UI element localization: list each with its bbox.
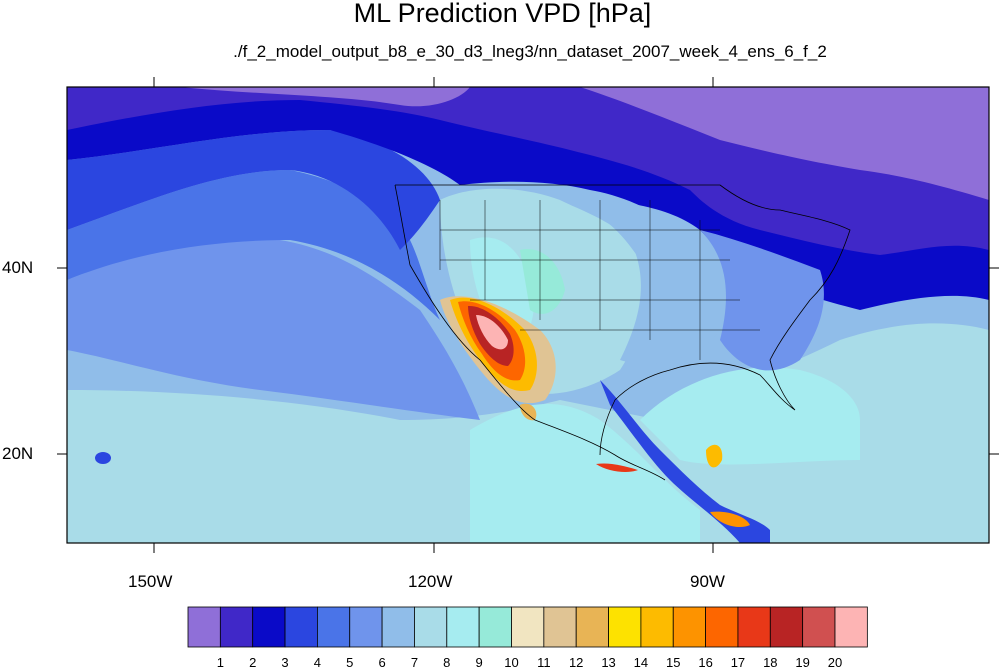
colorbar-swatch: [737, 606, 771, 648]
colorbar-tick-label: 20: [827, 655, 843, 670]
colorbar-tick-label: 10: [504, 655, 519, 670]
field-layer: [700, 230, 824, 371]
state-borders: [439, 200, 760, 360]
chart-title: ML Prediction VPD [hPa]: [353, 0, 652, 28]
field-layer: [580, 87, 989, 200]
lat-label-40n: 40N: [2, 258, 34, 277]
map-area: [67, 87, 989, 543]
colorbar-tick-label: 2: [249, 655, 257, 670]
colorbar-swatch: [608, 606, 642, 648]
field-layer: [520, 249, 565, 314]
field-layer: [67, 130, 440, 250]
lon-label-90w: 90W: [690, 572, 725, 591]
colorbar-tick-label: 12: [568, 655, 584, 670]
colorbar-tick-label: 14: [633, 655, 649, 670]
colorbar-swatch: [446, 606, 480, 648]
colorbar: [187, 606, 868, 648]
colorbar-tick-label: 16: [698, 655, 713, 670]
map-frame: [66, 86, 990, 544]
colorbar-swatch: [381, 606, 415, 648]
map-ticks: [57, 77, 999, 553]
colorbar-tick-label: 13: [601, 655, 616, 670]
colorbar-swatch: [672, 606, 706, 648]
colorbar-swatch: [219, 606, 254, 648]
coastline: [394, 184, 851, 481]
colorbar-swatch: [640, 606, 674, 648]
field-layer: [180, 87, 470, 107]
field-layer: [520, 403, 537, 421]
field-layer: [67, 240, 480, 420]
colorbar-tick-label: 4: [313, 655, 321, 670]
colorbar-tick-label: 5: [346, 655, 354, 670]
colorbar-swatch: [543, 606, 577, 648]
colorbar-swatch: [705, 606, 739, 648]
colorbar-swatch: [414, 606, 448, 648]
lon-label-120w: 120W: [408, 572, 453, 591]
colorbar-tick-label: 7: [410, 655, 419, 670]
colorbar-swatch: [316, 606, 351, 648]
colorbar-swatch: [478, 606, 512, 648]
field-layer: [706, 444, 723, 468]
field-layer: [470, 403, 700, 543]
colorbar-tick-label: 19: [795, 655, 810, 670]
chart-subtitle: ./f_2_model_output_b8_e_30_d3_lneg3/nn_d…: [233, 42, 827, 61]
colorbar-swatch: [802, 606, 836, 648]
lat-label-20n: 20N: [2, 444, 34, 463]
field-layer: [67, 170, 440, 320]
colorbar-swatch: [575, 606, 609, 648]
colorbar-swatch: [252, 606, 286, 648]
lon-label-150w: 150W: [128, 572, 173, 591]
colorbar-swatch: [834, 606, 868, 648]
colorbar-swatch: [187, 606, 221, 648]
colorbar-tick-label: 3: [281, 655, 289, 670]
field-layer: [640, 367, 860, 465]
field-layer: [95, 452, 111, 464]
colorbar-tick-label: 9: [475, 655, 483, 670]
field-layer: [710, 511, 750, 528]
field-layer: [476, 315, 508, 350]
colorbar-swatch: [349, 606, 383, 648]
field-layer: [560, 200, 731, 364]
colorbar-tick-label: 17: [730, 655, 746, 670]
colorbar-tick-label: 6: [378, 655, 386, 670]
colorbar-tick-label: 8: [443, 655, 451, 670]
colorbar-swatch: [284, 606, 318, 648]
colorbar-tick-label: 11: [537, 655, 551, 670]
field-layer: [596, 463, 638, 472]
colorbar-tick-label: 15: [666, 655, 681, 670]
colorbar-swatch: [511, 606, 545, 648]
colorbar-tick-label: 1: [216, 655, 224, 670]
colorbar-tick-label: 18: [763, 655, 778, 670]
colorbar-swatch: [769, 606, 804, 648]
field-layer: [600, 380, 770, 543]
